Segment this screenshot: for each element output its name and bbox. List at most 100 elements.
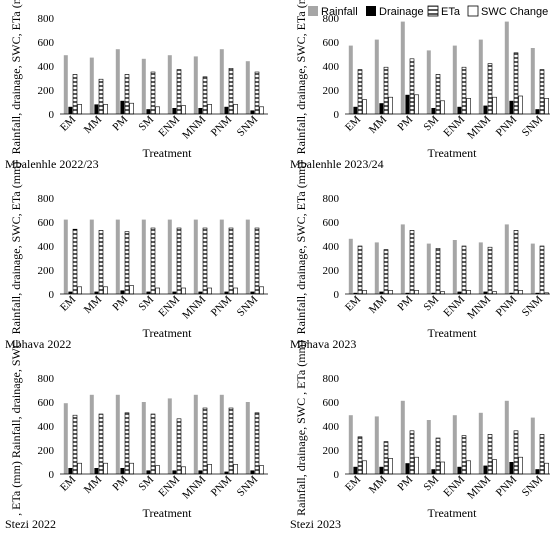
bar-rainfall xyxy=(478,242,483,294)
bar-eta xyxy=(487,434,493,475)
bar-eta xyxy=(228,407,234,475)
bar-drainage xyxy=(483,105,488,114)
bar-rainfall xyxy=(115,49,120,115)
bar-eta xyxy=(98,78,104,115)
legend-label-swc-change: SWC Change xyxy=(481,6,548,18)
legend-swatch-drainage xyxy=(366,6,376,16)
x-tick-label: PNM xyxy=(209,113,234,138)
bar-rainfall xyxy=(452,415,457,474)
y-tick-label: 800 xyxy=(323,373,340,385)
y-tick-label: 200 xyxy=(38,85,55,97)
bar-drainage xyxy=(379,291,384,294)
x-tick-label: SNM xyxy=(520,293,545,318)
bar-rainfall xyxy=(478,412,483,474)
y-tick-label: 200 xyxy=(323,265,340,277)
bar-swc-change xyxy=(129,102,134,115)
x-tick-label: ENM xyxy=(441,113,467,139)
bar-drainage xyxy=(172,291,177,294)
y-tick-label: 400 xyxy=(323,241,340,253)
bar-drainage xyxy=(353,292,358,294)
bar-eta xyxy=(539,69,545,115)
bar-rainfall xyxy=(504,224,509,294)
x-tick-label: PM xyxy=(395,113,415,133)
bar-drainage xyxy=(431,469,436,474)
bar-swc-change xyxy=(259,465,264,475)
bar-drainage xyxy=(94,291,99,294)
y-tick-label: 200 xyxy=(323,85,340,97)
bar-swc-change xyxy=(544,462,549,475)
bar-drainage xyxy=(457,106,462,114)
bar-eta xyxy=(98,413,104,475)
bar-drainage xyxy=(94,104,99,114)
bar-swc-change xyxy=(518,290,523,295)
bar-swc-change xyxy=(207,287,212,295)
bar-swc-change xyxy=(181,287,186,295)
bar-drainage xyxy=(509,462,514,474)
bar-rainfall xyxy=(63,55,68,114)
panel-caption: Stezi 2023 xyxy=(290,517,341,531)
bar-eta xyxy=(254,227,260,295)
panel-caption: Mbalenhle 2023/24 xyxy=(290,157,384,171)
x-tick-label: MM xyxy=(367,293,389,315)
bar-swc-change xyxy=(233,287,238,295)
bar-drainage xyxy=(457,291,462,294)
bar-swc-change xyxy=(181,105,186,115)
x-tick-label: MNM xyxy=(180,113,208,141)
bar-rainfall xyxy=(219,219,224,294)
bar-eta xyxy=(461,66,467,115)
y-axis-title: Rainfall, drainage, SWC, ETa (mm) xyxy=(294,162,308,335)
bar-drainage xyxy=(250,470,255,474)
x-tick-label: SM xyxy=(136,473,156,493)
bar-rainfall xyxy=(63,403,68,474)
bar-eta xyxy=(176,69,182,115)
bar-eta xyxy=(357,69,363,115)
bar-swc-change xyxy=(207,104,212,115)
bar-eta xyxy=(435,248,441,295)
x-tick-label: PM xyxy=(110,113,130,133)
bar-rainfall xyxy=(219,394,224,474)
bar-eta xyxy=(202,76,208,115)
bar-rainfall xyxy=(89,219,94,294)
bar-rainfall xyxy=(400,224,405,294)
bar-drainage xyxy=(353,106,358,114)
bar-drainage xyxy=(198,291,203,294)
bar-drainage xyxy=(509,100,514,114)
y-tick-label: 0 xyxy=(49,469,55,481)
legend-swatch-rainfall xyxy=(308,6,318,16)
bar-rainfall xyxy=(426,50,431,114)
bar-drainage xyxy=(224,291,229,294)
bar-drainage xyxy=(68,291,73,294)
bar-rainfall xyxy=(530,243,535,294)
bar-eta xyxy=(357,245,363,295)
bar-rainfall xyxy=(167,55,172,114)
bar-eta xyxy=(435,437,441,475)
bar-rainfall xyxy=(193,56,198,114)
bar-rainfall xyxy=(374,416,379,474)
bar-drainage xyxy=(405,292,410,294)
panel-caption: Mbhava 2022 xyxy=(5,337,71,351)
x-tick-label: ENM xyxy=(441,473,467,499)
bar-swc-change xyxy=(492,96,497,115)
x-axis-title: Treatment xyxy=(428,146,478,160)
bar-drainage xyxy=(146,291,151,294)
bar-eta xyxy=(150,413,156,475)
bar-swc-change xyxy=(233,464,238,475)
bar-swc-change xyxy=(414,456,419,475)
bar-rainfall xyxy=(245,61,250,114)
x-tick-label: EM xyxy=(58,293,78,313)
x-tick-label: MM xyxy=(82,293,104,315)
x-axis-title: Treatment xyxy=(143,506,193,520)
bar-drainage xyxy=(198,108,203,114)
bar-swc-change xyxy=(544,98,549,115)
bar-eta xyxy=(409,58,415,115)
x-axis-title: Treatment xyxy=(428,506,478,520)
x-tick-label: PM xyxy=(395,473,415,493)
bar-rainfall xyxy=(452,240,457,294)
bar-drainage xyxy=(379,466,384,474)
bar-swc-change xyxy=(362,460,367,475)
x-tick-label: SNM xyxy=(235,113,260,138)
bar-rainfall xyxy=(115,219,120,294)
legend-swatch-swc-change xyxy=(467,5,479,17)
bar-rainfall xyxy=(348,45,353,114)
